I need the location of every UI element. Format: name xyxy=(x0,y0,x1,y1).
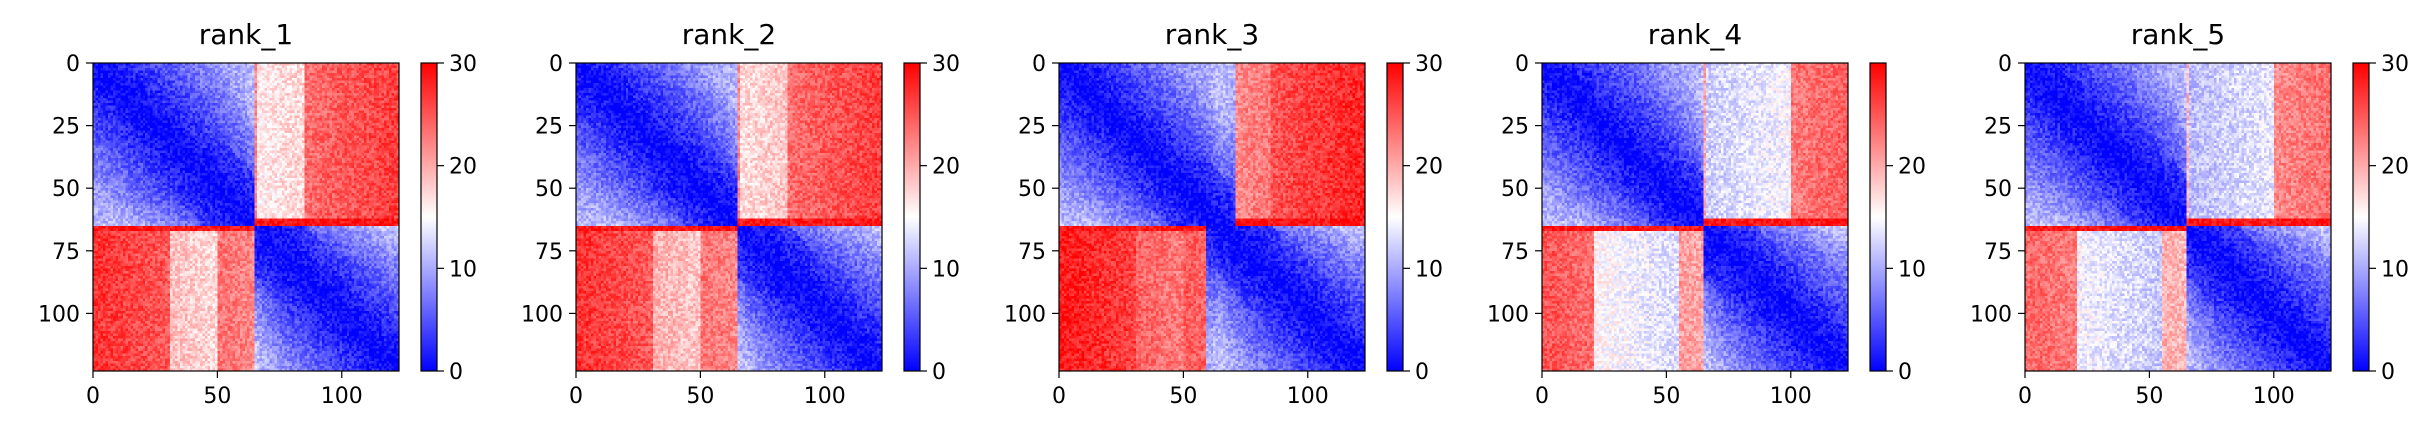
y-tick-label: 100 xyxy=(521,302,563,327)
x-tick-label: 100 xyxy=(1287,384,1329,409)
x-tick-label: 0 xyxy=(86,384,100,409)
y-tick-label: 100 xyxy=(1487,302,1529,327)
y-tick-label: 25 xyxy=(1501,115,1529,140)
heatmap-panel-5: rank_5 0 25 50 75 100 0 50 100 0 10 20 30 xyxy=(1970,18,2409,409)
heatmap-image xyxy=(1542,63,1848,371)
x-tick-label: 0 xyxy=(569,384,583,409)
y-tick-label: 0 xyxy=(1998,52,2012,77)
heatmap-image xyxy=(576,63,882,371)
colorbar-tick-label: 0 xyxy=(1898,360,1912,385)
plot-frame xyxy=(92,62,400,372)
colorbar-tick-label: 0 xyxy=(1415,360,1429,385)
plot-frame xyxy=(1541,62,1849,372)
y-tick-label: 100 xyxy=(1970,302,2012,327)
colorbar xyxy=(2352,62,2370,372)
heatmap-panel-1: rank_1 0 25 50 75 100 0 50 100 0 10 20 30 xyxy=(38,18,477,409)
x-tick-label: 100 xyxy=(321,384,363,409)
colorbar-tick-label: 0 xyxy=(2381,360,2395,385)
heatmap-image xyxy=(93,63,399,371)
x-tick-label: 0 xyxy=(2018,384,2032,409)
y-tick-label: 0 xyxy=(66,52,80,77)
colorbar-tick-label: 10 xyxy=(1898,257,1926,282)
x-tick-label: 50 xyxy=(2135,384,2163,409)
heatmap-panel-4: rank_4 0 25 50 75 100 0 50 100 0 10 20 xyxy=(1487,18,1926,409)
x-tick-label: 0 xyxy=(1052,384,1066,409)
x-tick-label: 100 xyxy=(2253,384,2295,409)
colorbar xyxy=(1386,62,1404,372)
colorbar-tick-label: 30 xyxy=(1415,52,1443,77)
x-tick-label: 50 xyxy=(1652,384,1680,409)
y-tick-label: 50 xyxy=(52,177,80,202)
colorbar-tick-label: 10 xyxy=(2381,257,2409,282)
y-tick-label: 25 xyxy=(1984,115,2012,140)
x-tick-label: 100 xyxy=(1770,384,1812,409)
heatmap-image xyxy=(1059,63,1365,371)
x-tick-label: 50 xyxy=(1169,384,1197,409)
y-tick-label: 75 xyxy=(1501,240,1529,265)
heatmap-panel-3: rank_3 0 25 50 75 100 0 50 100 0 10 20 30 xyxy=(1004,18,1443,409)
colorbar-tick-label: 10 xyxy=(449,257,477,282)
colorbar-tick-label: 0 xyxy=(449,360,463,385)
colorbar-tick-label: 20 xyxy=(1415,155,1443,180)
colorbar-tick-label: 20 xyxy=(449,155,477,180)
y-tick-label: 75 xyxy=(1984,240,2012,265)
y-tick-label: 0 xyxy=(549,52,563,77)
x-tick-label: 0 xyxy=(1535,384,1549,409)
colorbar-tick-label: 0 xyxy=(932,360,946,385)
plot-frame xyxy=(2024,62,2332,372)
chart-title: rank_5 xyxy=(2131,18,2225,51)
colorbar-tick-label: 30 xyxy=(932,52,960,77)
x-tick-label: 100 xyxy=(804,384,846,409)
colorbar-tick-label: 10 xyxy=(1415,257,1443,282)
chart-title: rank_4 xyxy=(1648,18,1742,51)
colorbar-tick-label: 20 xyxy=(1898,155,1926,180)
colorbar-tick-label: 30 xyxy=(2381,52,2409,77)
colorbar xyxy=(903,62,921,372)
heatmap-panel-2: rank_2 0 25 50 75 100 0 50 100 0 10 20 30 xyxy=(521,18,960,409)
plot-frame xyxy=(1058,62,1366,372)
chart-title: rank_1 xyxy=(199,18,293,51)
colorbar-tick-label: 20 xyxy=(2381,155,2409,180)
plot-frame xyxy=(575,62,883,372)
y-tick-label: 100 xyxy=(1004,302,1046,327)
y-tick-label: 75 xyxy=(535,240,563,265)
x-tick-label: 50 xyxy=(686,384,714,409)
colorbar xyxy=(1869,62,1887,372)
y-tick-label: 25 xyxy=(1018,115,1046,140)
y-tick-label: 100 xyxy=(38,302,80,327)
y-tick-label: 50 xyxy=(1501,177,1529,202)
colorbar-tick-label: 20 xyxy=(932,155,960,180)
y-tick-label: 0 xyxy=(1032,52,1046,77)
colorbar-tick-label: 30 xyxy=(449,52,477,77)
chart-title: rank_3 xyxy=(1165,18,1259,51)
y-tick-label: 50 xyxy=(1018,177,1046,202)
y-tick-label: 0 xyxy=(1515,52,1529,77)
y-tick-label: 25 xyxy=(535,115,563,140)
y-tick-label: 25 xyxy=(52,115,80,140)
y-tick-label: 75 xyxy=(1018,240,1046,265)
colorbar-tick-label: 10 xyxy=(932,257,960,282)
y-tick-label: 75 xyxy=(52,240,80,265)
y-tick-label: 50 xyxy=(1984,177,2012,202)
y-tick-label: 50 xyxy=(535,177,563,202)
colorbar xyxy=(420,62,438,372)
heatmap-image xyxy=(2025,63,2331,371)
chart-title: rank_2 xyxy=(682,18,776,51)
x-tick-label: 50 xyxy=(203,384,231,409)
